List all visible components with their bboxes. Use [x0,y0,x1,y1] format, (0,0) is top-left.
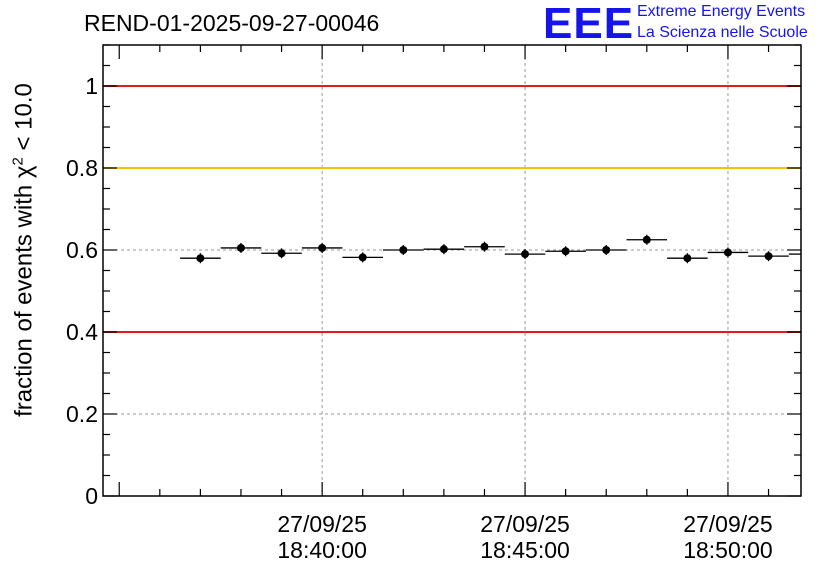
data-point [277,249,286,258]
plot-frame [102,44,802,497]
logo-line-1: Extreme Energy Events [637,3,806,20]
y-tick-label: 0.6 [66,237,98,263]
y-label-prefix: fraction of events with [10,178,38,417]
data-point [399,246,408,254]
data-point [236,243,245,252]
data-point [358,253,367,262]
data-point [683,254,692,263]
data-point [521,250,530,259]
y-tick-label: 1 [85,73,98,99]
data-point [318,243,327,252]
x-tick-time-label: 18:45:00 [480,537,570,563]
logo-line-2: La Scienza nelle Scuole [637,24,808,41]
data-point [764,252,773,261]
y-label-chi: χ [10,165,38,179]
data-point [642,235,651,244]
data-point [561,247,570,256]
chart-title: REND-01-2025-09-27-00046 [84,10,380,36]
y-tick-label: 0.8 [66,155,98,181]
x-tick-date-label: 27/09/25 [277,511,367,537]
y-axis-label-wrap: fraction of events with χ2 < 10.0 [6,44,42,456]
data-point [439,245,448,254]
data-point [602,246,611,254]
y-label-sup: 2 [9,157,27,166]
y-tick-label: 0 [85,483,98,509]
y-tick-label: 0.2 [66,401,98,427]
data-point [723,248,732,257]
x-tick-date-label: 27/09/25 [480,511,570,537]
y-axis-label: fraction of events with χ2 < 10.0 [10,83,39,417]
x-tick-date-label: 27/09/25 [683,511,773,537]
x-tick-time-label: 18:40:00 [277,537,367,563]
x-tick-time-label: 18:50:00 [683,537,773,563]
y-label-suffix: < 10.0 [10,83,38,158]
data-point [196,254,205,263]
data-point [480,242,489,251]
eee-logo: EEE [543,0,635,48]
y-tick-label: 0.4 [66,319,98,345]
